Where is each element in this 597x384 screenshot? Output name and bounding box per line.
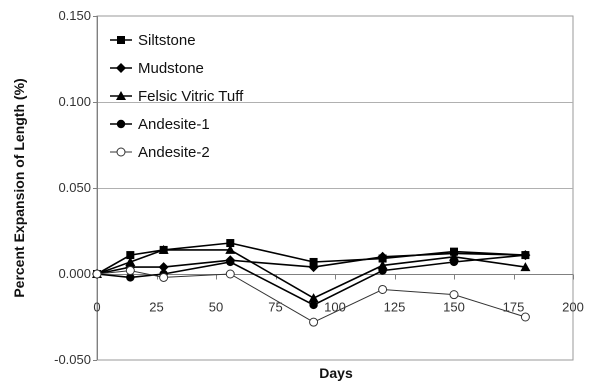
data-point — [226, 257, 235, 267]
y-tick-label: 0.000 — [58, 266, 91, 281]
data-point — [126, 251, 135, 260]
series-line — [96, 254, 526, 306]
x-axis-title: Days — [319, 365, 353, 381]
series-andesite-1 — [92, 250, 530, 310]
data-point — [377, 251, 388, 262]
data-point — [309, 317, 319, 327]
data-point — [125, 256, 136, 266]
data-point — [158, 262, 169, 273]
data-point — [308, 262, 319, 273]
x-tick-label: 150 — [443, 300, 465, 315]
legend-label: Andesite-1 — [138, 116, 210, 133]
data-point — [378, 266, 387, 275]
data-point — [92, 269, 102, 279]
legend-label: Mudstone — [138, 60, 204, 77]
legend-marker — [117, 36, 125, 44]
data-point — [378, 284, 388, 294]
x-tick-label: 25 — [149, 300, 163, 315]
series-line — [96, 249, 526, 300]
x-tick-label: 200 — [562, 300, 584, 315]
data-point — [308, 293, 319, 303]
data-point — [309, 300, 318, 310]
data-point — [125, 266, 135, 276]
legend-marker — [116, 119, 126, 129]
data-point — [449, 251, 459, 261]
data-point — [225, 269, 235, 279]
series-line — [96, 270, 526, 323]
data-point — [521, 250, 530, 260]
y-axis-title: Percent Expansion of Length (%) — [11, 78, 27, 297]
y-tick-label: 0.150 — [58, 8, 91, 23]
series-line — [96, 242, 526, 275]
x-tick-label: 50 — [209, 300, 223, 315]
y-tick-label: -0.050 — [54, 352, 91, 367]
legend-marker — [116, 63, 126, 73]
data-point — [377, 260, 388, 270]
legend-label: Andesite-2 — [138, 144, 210, 161]
legend-label: Siltstone — [138, 32, 196, 49]
series-group — [92, 239, 531, 327]
series-andesite-2 — [92, 266, 530, 327]
legend: Siltstone Mudstone Felsic Vitric Tuff Andes… — [110, 32, 244, 161]
data-point — [225, 244, 236, 254]
data-point — [226, 239, 235, 248]
legend-marker — [116, 91, 126, 100]
data-point — [159, 272, 169, 282]
data-point — [520, 262, 531, 272]
data-point — [520, 312, 530, 322]
x-tick-label: 0 — [93, 300, 100, 315]
data-point — [126, 273, 135, 282]
axes: -0.050 0.000 0.050 0.100 0.150 0 25 50 75 100 125 1… — [54, 8, 584, 367]
x-tick-label: 125 — [384, 300, 406, 315]
data-point — [449, 290, 459, 300]
data-point — [449, 257, 459, 267]
legend-item: Andesite-1 — [110, 116, 210, 133]
y-tick-label: 0.050 — [58, 180, 91, 195]
legend-item: Mudstone — [110, 60, 204, 77]
legend-marker — [116, 147, 126, 157]
series-line — [96, 252, 526, 275]
x-tick-label: 175 — [503, 300, 525, 315]
legend-label: Felsic Vitric Tuff — [138, 88, 244, 105]
x-tick-label: 75 — [268, 300, 282, 315]
data-point — [309, 257, 318, 266]
legend-item: Andesite-2 — [110, 144, 210, 161]
legend-item: Siltstone — [110, 32, 196, 49]
x-tick-label: 100 — [324, 300, 346, 315]
data-point — [158, 244, 169, 254]
y-tick-label: 0.100 — [58, 94, 91, 109]
legend-item: Felsic Vitric Tuff — [110, 88, 244, 105]
